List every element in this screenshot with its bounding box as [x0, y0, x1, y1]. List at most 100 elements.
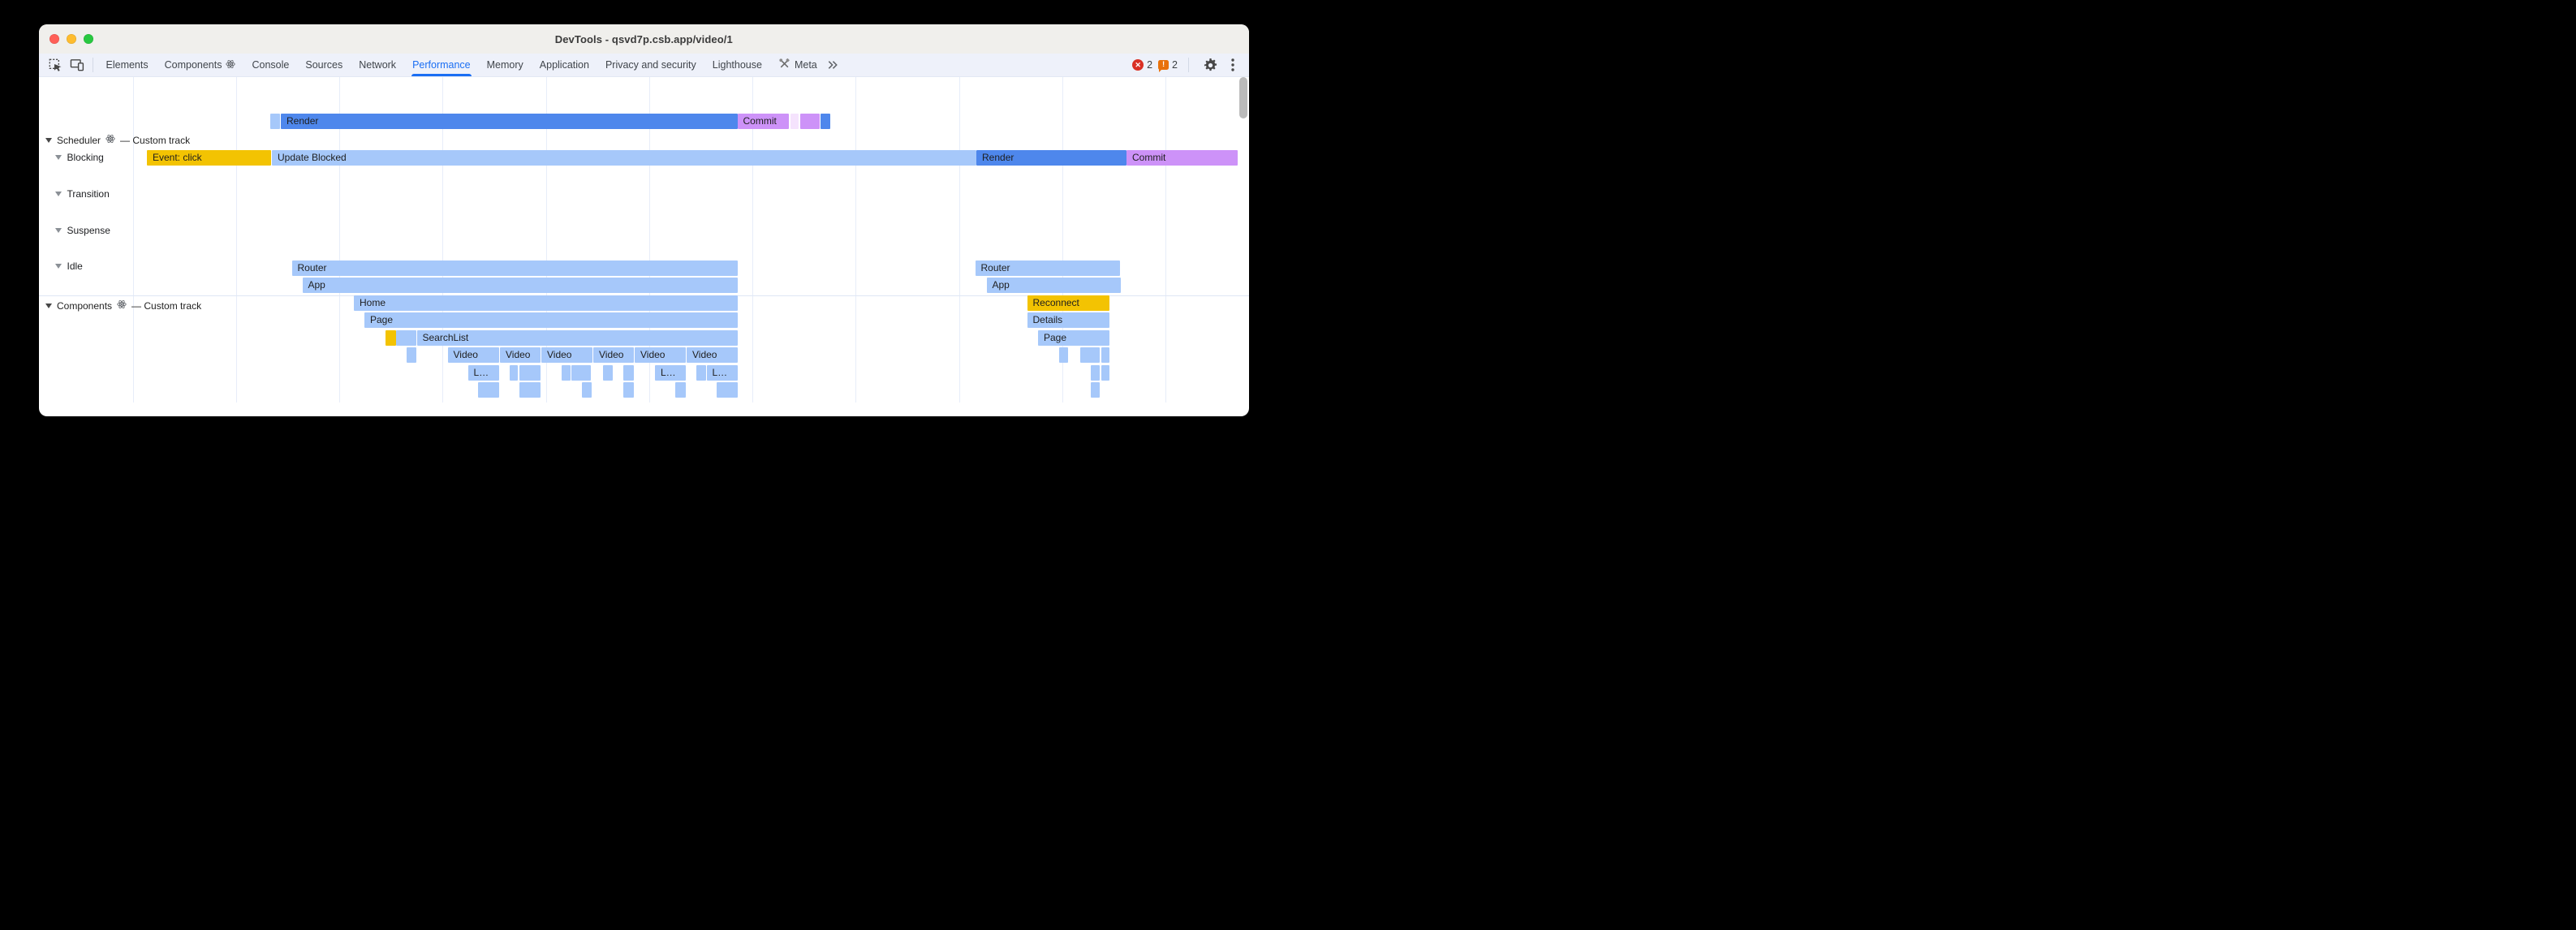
flame-bar[interactable]	[1058, 347, 1068, 363]
tab-console[interactable]: Console	[243, 54, 297, 76]
gridline	[1165, 77, 1166, 403]
flame-bar-reconnect[interactable]: Reconnect	[1027, 295, 1109, 311]
disclosure-triangle-icon[interactable]	[45, 303, 52, 308]
flame-bar[interactable]	[509, 364, 518, 381]
flame-bar-l[interactable]: L…	[706, 364, 738, 381]
flame-bar-commit[interactable]: Commit	[737, 113, 789, 129]
vertical-scrollbar-thumb[interactable]	[1239, 77, 1247, 118]
flame-bar-event-click[interactable]: Event: click	[147, 149, 271, 166]
flame-bar[interactable]	[519, 364, 541, 381]
flame-bar-update-blocked[interactable]: Update Blocked	[272, 149, 976, 166]
flame-bar-home[interactable]: Home	[354, 295, 738, 311]
more-tabs-icon[interactable]	[827, 60, 838, 70]
gridline	[545, 77, 547, 403]
device-toolbar-icon[interactable]	[67, 55, 88, 75]
flame-bar[interactable]	[385, 329, 396, 346]
flame-bar[interactable]	[269, 113, 280, 129]
tab-label: Network	[359, 59, 397, 71]
tab-label: Meta	[794, 59, 817, 71]
flame-bar[interactable]	[1079, 347, 1100, 363]
flame-bar-page[interactable]: Page	[364, 312, 738, 328]
tab-sources[interactable]: Sources	[297, 54, 351, 76]
minimize-button[interactable]	[66, 33, 76, 45]
track-header-scheduler[interactable]: Scheduler — Custom track	[45, 134, 190, 146]
lane-label: Idle	[67, 260, 83, 272]
disclosure-triangle-icon[interactable]	[45, 137, 52, 143]
gear-icon[interactable]	[1200, 55, 1221, 75]
flame-bar-render[interactable]: Render	[281, 113, 738, 129]
tab-elements[interactable]: Elements	[98, 54, 157, 76]
flame-bar[interactable]	[799, 113, 820, 129]
flame-bar[interactable]	[623, 364, 634, 381]
flame-bar[interactable]	[716, 382, 738, 398]
track-header-components[interactable]: Components — Custom track	[45, 299, 201, 312]
flame-bar-commit[interactable]: Commit	[1126, 149, 1238, 166]
flame-bar[interactable]	[406, 347, 416, 363]
close-button[interactable]	[49, 33, 59, 45]
lane-idle[interactable]: Idle	[54, 260, 83, 272]
flame-bar[interactable]	[478, 382, 499, 398]
error-badge[interactable]: ✕ 2	[1132, 59, 1152, 71]
flame-bar-app[interactable]: App	[986, 278, 1121, 293]
flame-bar-details[interactable]: Details	[1027, 312, 1109, 328]
flame-bar[interactable]	[519, 382, 541, 398]
flame-bar-video[interactable]: Video	[447, 347, 499, 363]
tab-memory[interactable]: Memory	[479, 54, 532, 76]
lane-label: Suspense	[67, 225, 110, 236]
lane-blocking[interactable]: Blocking	[54, 152, 104, 163]
zoom-button[interactable]	[83, 33, 93, 45]
title-bar: DevTools - qsvd7p.csb.app/video/1	[38, 24, 1249, 54]
gridline	[958, 77, 960, 403]
tab-performance[interactable]: Performance	[404, 54, 479, 76]
flame-bar[interactable]	[790, 113, 799, 129]
flame-bar-app[interactable]: App	[302, 278, 738, 293]
flame-bar[interactable]	[820, 113, 830, 129]
flame-bar-video[interactable]: Video	[593, 347, 634, 363]
tab-application[interactable]: Application	[532, 54, 597, 76]
flame-bar[interactable]	[571, 364, 591, 381]
disclosure-triangle-icon[interactable]	[54, 155, 62, 160]
flame-bar[interactable]	[562, 364, 571, 381]
kebab-menu-icon[interactable]	[1226, 55, 1239, 75]
flame-bar-video[interactable]: Video	[541, 347, 592, 363]
flame-bar[interactable]	[1091, 364, 1100, 381]
flame-bar-render[interactable]: Render	[976, 149, 1126, 166]
flame-bar-video[interactable]: Video	[635, 347, 686, 363]
flame-bar[interactable]	[1101, 347, 1109, 363]
flame-bar-page[interactable]: Page	[1038, 329, 1109, 346]
disclosure-triangle-icon[interactable]	[54, 228, 62, 233]
window-title: DevTools - qsvd7p.csb.app/video/1	[554, 32, 733, 45]
lane-transition[interactable]: Transition	[54, 188, 110, 200]
flame-bar[interactable]	[623, 382, 634, 398]
disclosure-triangle-icon[interactable]	[54, 192, 62, 196]
tab-privacy-and-security[interactable]: Privacy and security	[597, 54, 704, 76]
flame-bar-video[interactable]: Video	[500, 347, 541, 363]
performance-flame-chart: Scheduler — Custom track Blocking Transitio…	[38, 77, 1249, 403]
flame-bar[interactable]	[396, 329, 416, 346]
lane-suspense[interactable]: Suspense	[54, 225, 110, 236]
flame-bar-router[interactable]: Router	[291, 260, 738, 276]
track-suffix: — Custom track	[131, 299, 202, 312]
flame-bar-l[interactable]: L…	[655, 364, 686, 381]
flame-bar[interactable]	[1101, 364, 1109, 381]
flame-bar-searchlist[interactable]: SearchList	[416, 329, 738, 346]
flame-bar-video[interactable]: Video	[687, 347, 738, 363]
flame-bar[interactable]	[582, 382, 592, 398]
inspect-icon[interactable]	[45, 55, 67, 75]
disclosure-triangle-icon[interactable]	[54, 264, 62, 269]
warning-badge[interactable]: ! 2	[1158, 59, 1178, 72]
flame-bar[interactable]	[675, 382, 686, 398]
flame-bar-router[interactable]: Router	[975, 260, 1120, 276]
devtools-window: DevTools - qsvd7p.csb.app/video/1 Elemen…	[38, 24, 1249, 416]
tab-components[interactable]: Components	[157, 54, 244, 76]
tools-icon	[778, 58, 790, 72]
tab-meta[interactable]: Meta	[770, 54, 825, 76]
flame-bar-l[interactable]: L…	[467, 364, 499, 381]
flame-bar[interactable]	[603, 364, 613, 381]
tab-lighthouse[interactable]: Lighthouse	[704, 54, 770, 76]
tab-network[interactable]: Network	[351, 54, 404, 76]
flame-bar[interactable]	[1091, 382, 1100, 398]
gridline	[339, 77, 340, 403]
flame-bar[interactable]	[696, 364, 706, 381]
toolbar-right-controls: ✕ 2 ! 2	[1132, 55, 1243, 75]
